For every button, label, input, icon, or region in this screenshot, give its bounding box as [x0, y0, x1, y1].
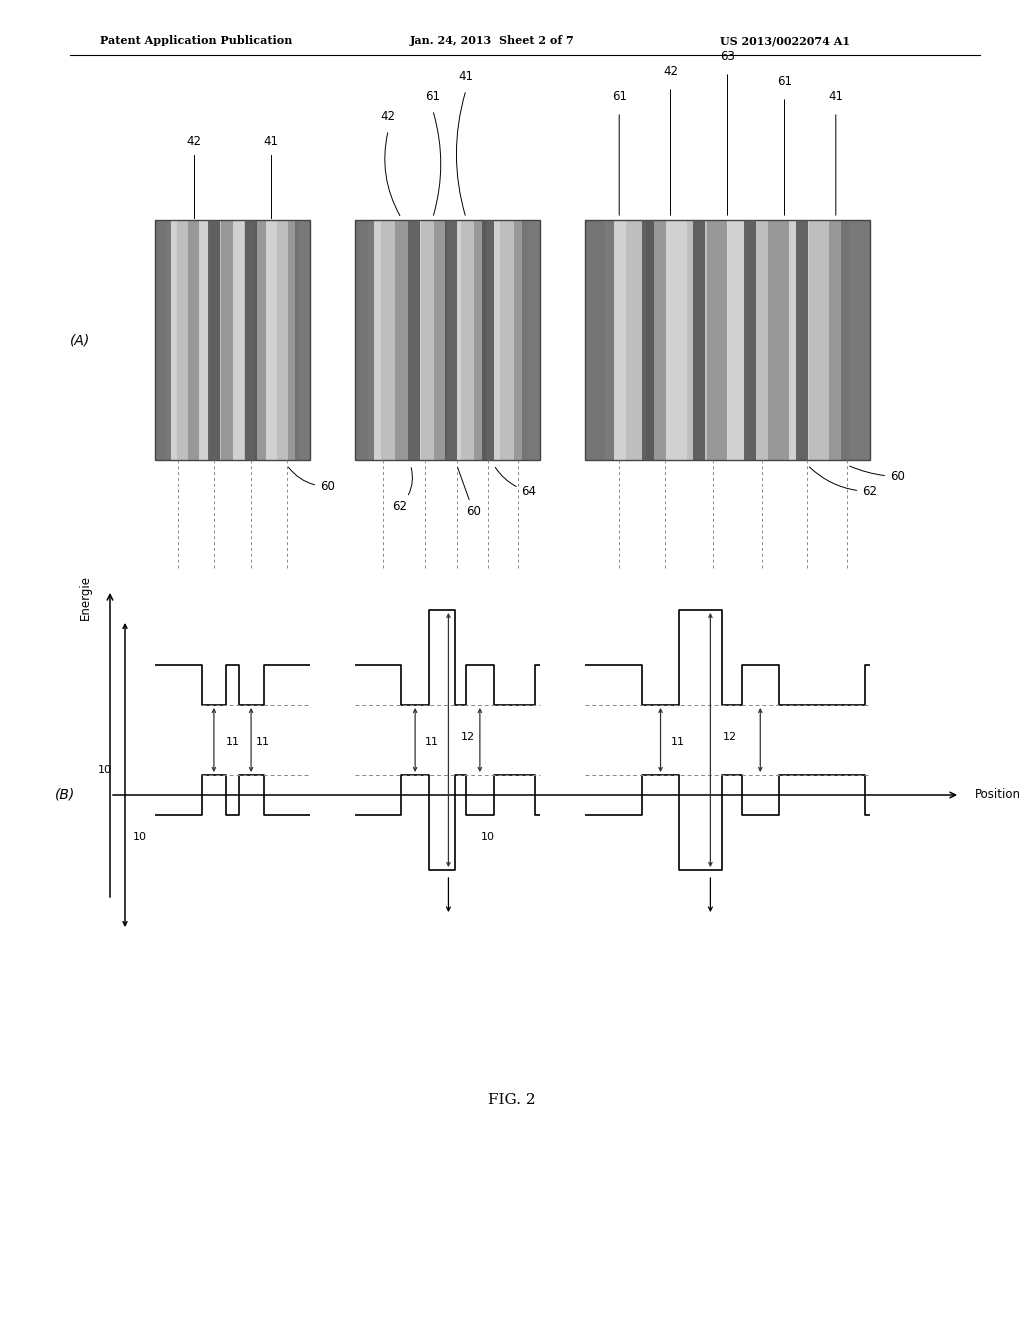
Bar	[369, 220, 381, 459]
Text: FIG. 2: FIG. 2	[488, 1093, 536, 1107]
Bar	[355, 220, 540, 459]
Bar	[744, 220, 757, 459]
Bar	[295, 220, 310, 459]
Bar	[585, 220, 613, 459]
Bar	[850, 220, 870, 459]
Text: 10: 10	[98, 766, 112, 775]
Bar	[708, 220, 727, 459]
Bar	[155, 220, 166, 459]
Text: US 2013/0022074 A1: US 2013/0022074 A1	[720, 36, 850, 46]
Text: 61: 61	[611, 90, 627, 103]
Text: Patent Application Publication: Patent Application Publication	[100, 36, 293, 46]
Bar	[355, 220, 540, 459]
Text: 10: 10	[133, 832, 147, 842]
Bar	[355, 220, 374, 459]
Bar	[605, 220, 626, 459]
Text: 61: 61	[425, 90, 440, 103]
Bar	[626, 220, 646, 459]
Bar	[727, 220, 748, 459]
Text: 60: 60	[289, 467, 335, 492]
Bar	[177, 220, 188, 459]
Bar	[474, 220, 487, 459]
Bar	[447, 220, 461, 459]
Text: 63: 63	[720, 50, 735, 63]
Text: 11: 11	[226, 737, 240, 747]
Bar	[221, 220, 232, 459]
Bar	[521, 220, 540, 459]
Bar	[667, 220, 687, 459]
Text: 12: 12	[722, 733, 736, 742]
Bar	[208, 220, 220, 459]
Text: 60: 60	[458, 467, 481, 517]
Bar	[299, 220, 310, 459]
Text: (A): (A)	[70, 333, 90, 347]
Bar	[487, 220, 501, 459]
Bar	[514, 220, 526, 459]
Bar	[526, 220, 540, 459]
Bar	[461, 220, 474, 459]
Bar	[409, 220, 420, 459]
Bar	[355, 220, 369, 459]
Bar	[155, 220, 310, 459]
Bar	[394, 220, 408, 459]
Bar	[482, 220, 495, 459]
Bar	[585, 220, 870, 459]
Bar	[693, 220, 705, 459]
Text: 61: 61	[777, 75, 792, 88]
Bar	[155, 220, 310, 459]
Bar	[408, 220, 421, 459]
Bar	[796, 220, 808, 459]
Text: Position: Position	[975, 788, 1021, 801]
Bar	[642, 220, 653, 459]
Text: 41: 41	[264, 135, 279, 148]
Bar	[842, 220, 870, 459]
Bar	[210, 220, 221, 459]
Text: 11: 11	[256, 737, 270, 747]
Text: 41: 41	[828, 90, 844, 103]
Bar	[245, 220, 257, 459]
Bar	[255, 220, 265, 459]
Bar	[445, 220, 457, 459]
Bar	[748, 220, 768, 459]
Bar	[809, 220, 829, 459]
Text: Jan. 24, 2013  Sheet 2 of 7: Jan. 24, 2013 Sheet 2 of 7	[410, 36, 574, 46]
Bar	[434, 220, 447, 459]
Bar	[501, 220, 514, 459]
Text: 60: 60	[850, 466, 905, 483]
Text: 42: 42	[186, 135, 202, 148]
Bar	[829, 220, 850, 459]
Text: 11: 11	[425, 737, 439, 747]
Text: 42: 42	[663, 65, 678, 78]
Bar	[188, 220, 200, 459]
Bar	[166, 220, 177, 459]
Bar	[288, 220, 299, 459]
Text: 42: 42	[381, 110, 396, 123]
Bar	[768, 220, 788, 459]
Bar	[200, 220, 210, 459]
Text: 41: 41	[459, 70, 473, 83]
Text: 62: 62	[392, 467, 413, 513]
Bar	[646, 220, 667, 459]
Bar	[585, 220, 870, 459]
Bar	[155, 220, 171, 459]
Bar	[276, 220, 288, 459]
Bar	[585, 220, 605, 459]
Bar	[687, 220, 708, 459]
Bar	[421, 220, 434, 459]
Bar	[788, 220, 809, 459]
Text: 62: 62	[809, 467, 878, 498]
Text: Energie: Energie	[79, 576, 91, 620]
Bar	[265, 220, 276, 459]
Text: 10: 10	[481, 832, 495, 842]
Text: 12: 12	[461, 733, 474, 742]
Bar	[232, 220, 244, 459]
Text: 11: 11	[671, 737, 684, 747]
Bar	[244, 220, 255, 459]
Bar	[381, 220, 394, 459]
Text: (B): (B)	[55, 788, 75, 803]
Text: 64: 64	[496, 467, 537, 498]
